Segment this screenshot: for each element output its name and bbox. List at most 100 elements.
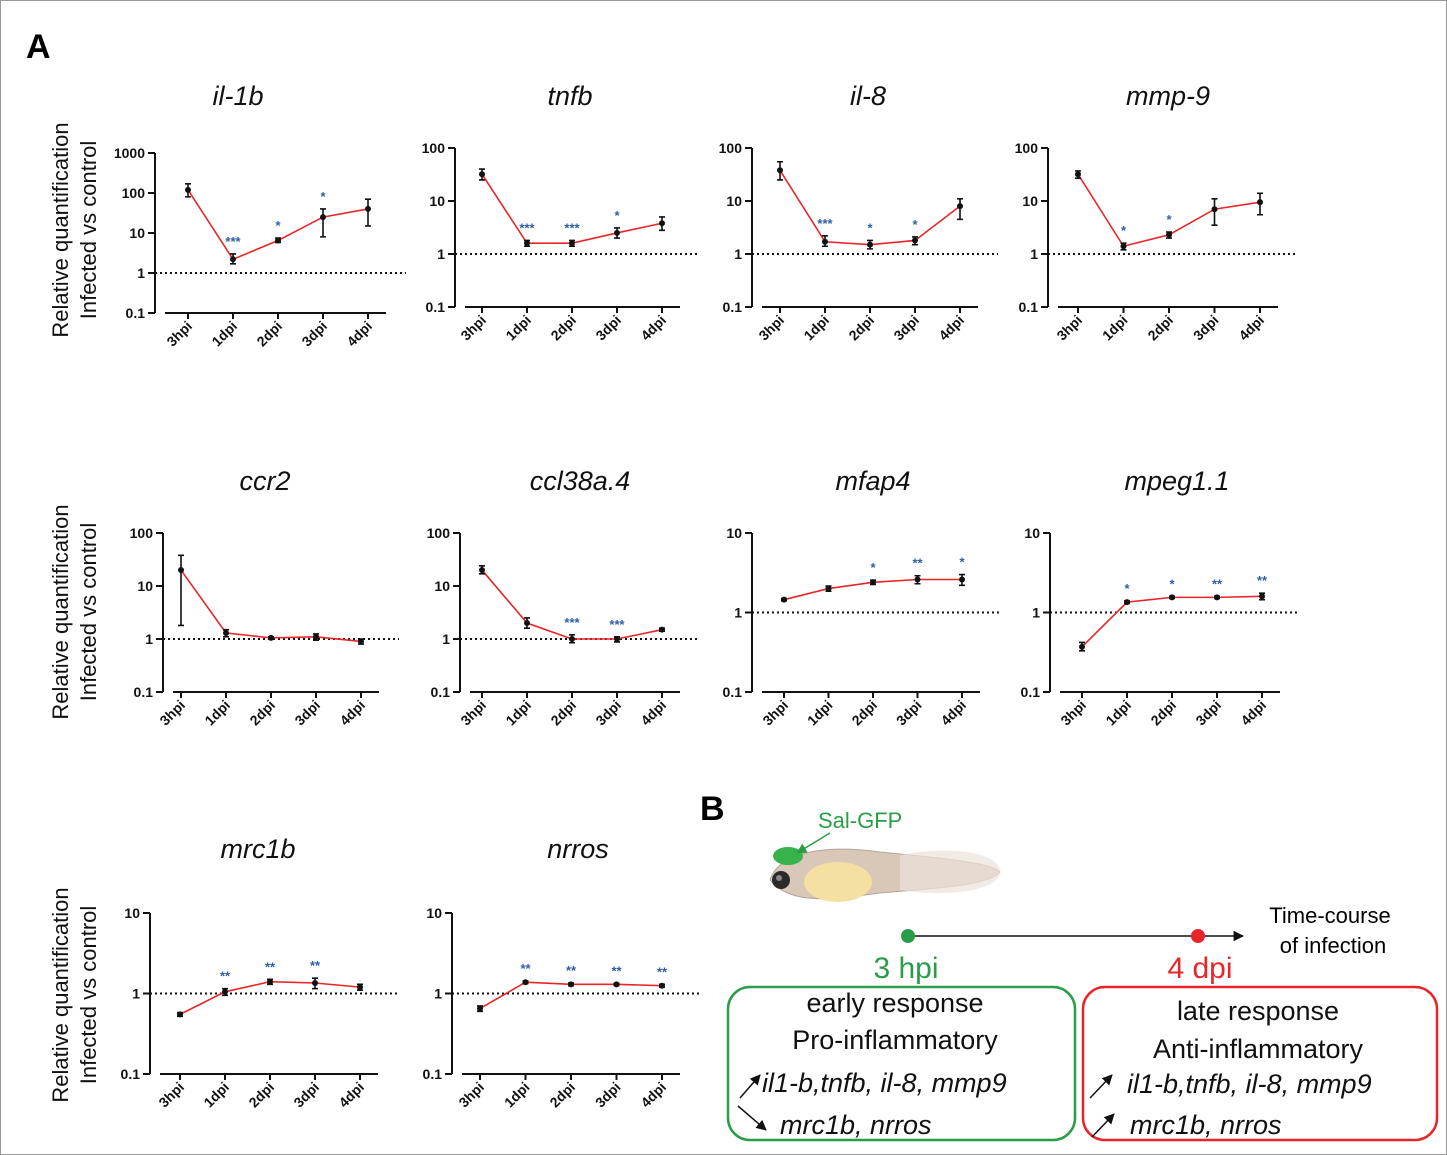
data-point (524, 240, 530, 247)
data-point (1169, 594, 1175, 601)
x-tick-label: 3dpi (1190, 312, 1222, 344)
chart-title: tnfb (547, 81, 592, 111)
significance-label: * (912, 217, 918, 232)
x-tick-label: 1dpi (501, 1079, 533, 1111)
gene-list: mrc1b, nrros (1130, 1110, 1282, 1140)
data-point (614, 636, 620, 642)
significance-label: *** (609, 617, 625, 632)
data-point (267, 978, 273, 985)
y-tick-label: 1 (437, 246, 445, 262)
y-axis-label: Infected vs control (76, 523, 101, 702)
y-tick-label: 1 (734, 605, 742, 621)
data-point (568, 981, 574, 988)
down-arrow (737, 1105, 767, 1131)
x-tick-label: 2dpi (547, 697, 579, 729)
panel-label: B (700, 790, 725, 828)
y-axis-label: Infected vs control (76, 141, 101, 320)
y-tick-label: 1 (132, 986, 140, 1002)
x-tick-label: 4dpi (336, 697, 368, 729)
x-tick-label: 3dpi (592, 1079, 624, 1111)
time-label: 4 dpi (1167, 952, 1232, 985)
x-tick-label: 3hpi (163, 318, 195, 350)
y-tick-label: 1 (1030, 246, 1038, 262)
y-tick-label: 10 (1024, 525, 1040, 541)
gene-list: mrc1b, nrros (780, 1110, 932, 1140)
y-tick-label: 0.1 (723, 684, 743, 700)
significance-label: * (1124, 581, 1130, 596)
x-tick-label: 1dpi (804, 697, 836, 729)
data-point (1166, 231, 1172, 238)
y-tick-label: 10 (426, 905, 442, 921)
data-point (268, 634, 274, 641)
y-tick-label: 1 (442, 631, 450, 647)
significance-label: * (1166, 212, 1172, 227)
y-tick-label: 0.1 (126, 305, 146, 321)
x-tick-label: 2dpi (1147, 697, 1179, 729)
x-tick-label: 1dpi (502, 697, 534, 729)
y-tick-label: 10 (726, 193, 742, 209)
x-tick-label: 1dpi (502, 312, 534, 344)
error-bar (365, 198, 371, 227)
x-tick-label: 2dpi (245, 1079, 277, 1111)
y-tick-label: 10 (124, 905, 140, 921)
data-point (477, 1005, 483, 1012)
y-axis-label: Relative quantification (48, 122, 73, 337)
significance-label: *** (519, 220, 535, 235)
data-line (179, 980, 361, 1016)
chart: mmp-9 0.1 1 10 100 3hpi 1dpi 2dpi 3dpi 4dpi * * (1015, 81, 1298, 343)
data-point (659, 626, 665, 633)
data-point (1079, 643, 1085, 650)
data-point (313, 633, 319, 640)
data-point (358, 638, 364, 645)
y-tick-label: 0.1 (121, 1066, 141, 1082)
x-tick-label: 4dpi (937, 697, 969, 729)
fish-illustration (769, 847, 1001, 902)
x-tick-label: 1dpi (800, 312, 832, 344)
y-tick-label: 100 (122, 185, 146, 201)
data-line (180, 569, 362, 643)
chart: mrc1b 0.1 1 10 3hpi 1dpi 2dpi 3dpi 4dpi ** ** ** (121, 834, 398, 1110)
x-tick-label: 3dpi (298, 318, 330, 350)
x-tick-label: 4dpi (335, 1079, 367, 1111)
data-point (777, 167, 783, 174)
chart-title: mpeg1.1 (1124, 466, 1229, 496)
y-tick-label: 100 (422, 140, 446, 156)
data-point (781, 596, 787, 603)
y-tick-label: 10 (434, 578, 450, 594)
x-tick-label: 1dpi (1099, 312, 1131, 344)
box-text: early response (806, 988, 983, 1018)
x-tick-label: 2dpi (546, 1079, 578, 1111)
chart: ccl38a.4 0.1 1 10 100 3hpi 1dpi 2dpi 3dpi 4dpi ***… (427, 466, 700, 728)
significance-label: ** (520, 961, 531, 976)
x-tick-label: 3dpi (592, 697, 624, 729)
x-tick-label: 1dpi (200, 1079, 232, 1111)
label-arrow (796, 832, 831, 854)
data-point (222, 988, 228, 995)
significance-label: ** (220, 969, 231, 984)
up-arrow (739, 1074, 761, 1099)
y-tick-label: 0.1 (431, 684, 451, 700)
error-bar (320, 208, 326, 238)
x-tick-label: 3hpi (155, 1079, 187, 1111)
y-tick-label: 1 (1032, 605, 1040, 621)
y-axis-label: Infected vs control (76, 906, 101, 1085)
y-tick-label: 0.1 (1019, 299, 1039, 315)
late-box (1081, 985, 1439, 1142)
y-tick-label: 10 (429, 193, 445, 209)
fish-label: Sal-GFP (818, 808, 902, 833)
box-text: Pro-inflammatory (792, 1025, 998, 1055)
timepoint-dot (1191, 929, 1205, 943)
data-point (177, 1011, 183, 1018)
significance-label: * (867, 220, 873, 235)
chart-title: mmp-9 (1126, 81, 1210, 111)
x-tick-label: 4dpi (343, 318, 375, 350)
y-tick-label: 10 (129, 225, 145, 241)
timeline-label: of infection (1280, 933, 1386, 958)
data-point (569, 636, 575, 642)
significance-label: ** (566, 963, 577, 978)
y-tick-label: 100 (130, 525, 154, 541)
box-text: Anti-inflammatory (1153, 1034, 1364, 1064)
data-point (1124, 599, 1130, 606)
box-text: late response (1177, 996, 1339, 1026)
